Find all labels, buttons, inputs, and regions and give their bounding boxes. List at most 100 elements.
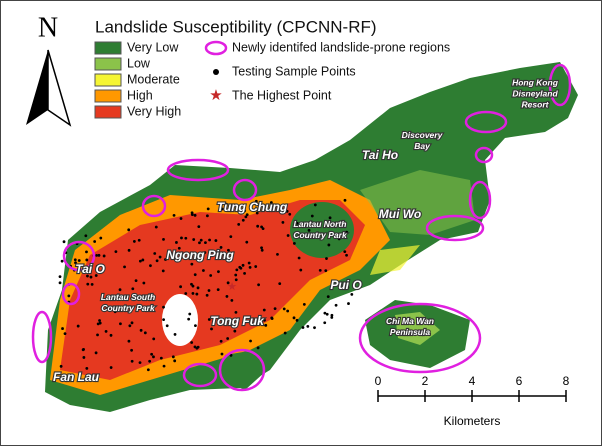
- sample-point: [313, 326, 316, 330]
- legend-dot: [213, 69, 219, 75]
- sample-point: [235, 268, 239, 272]
- sample-point: [141, 298, 145, 301]
- sample-point: [77, 259, 81, 262]
- sample-point: [204, 241, 207, 245]
- sample-point: [84, 234, 88, 238]
- sample-point: [158, 255, 162, 259]
- scale-bar: 0 2 4 6 8 Kilometers: [375, 374, 570, 428]
- sample-point: [61, 327, 64, 330]
- sample-point: [328, 216, 332, 220]
- sample-point: [254, 199, 258, 203]
- sample-point: [58, 275, 62, 278]
- north-label: N: [38, 12, 58, 43]
- sample-point: [263, 318, 266, 322]
- sample-point: [247, 261, 251, 265]
- sample-point: [282, 307, 286, 311]
- sample-point: [132, 240, 136, 243]
- sample-point: [310, 214, 314, 218]
- sample-point: [288, 212, 292, 216]
- sample-point: [198, 241, 201, 245]
- sample-point: [175, 241, 178, 244]
- place-label: Tung Chung: [217, 200, 288, 214]
- sample-point: [257, 283, 261, 287]
- sample-point: [285, 209, 289, 213]
- scale-tick-label: 8: [563, 374, 570, 388]
- sample-point: [193, 345, 197, 349]
- sample-point: [130, 359, 134, 363]
- island: [45, 62, 578, 412]
- sample-point: [109, 366, 113, 369]
- sample-point: [58, 281, 62, 285]
- sample-point: [162, 237, 165, 241]
- sample-point: [306, 324, 310, 328]
- sample-point: [118, 288, 122, 292]
- sample-point: [226, 281, 230, 285]
- sample-point: [260, 248, 264, 252]
- sample-point: [302, 303, 306, 306]
- sample-point: [154, 225, 158, 229]
- sample-point: [205, 293, 209, 297]
- sample-point: [227, 248, 230, 252]
- sample-point: [330, 316, 334, 319]
- legend-swatch: [94, 41, 122, 55]
- sample-point: [318, 269, 322, 272]
- sample-point: [233, 329, 237, 333]
- sample-point: [102, 254, 106, 258]
- sample-point: [326, 295, 330, 299]
- sample-point: [208, 238, 211, 242]
- sample-point: [127, 339, 131, 343]
- sample-point: [184, 236, 188, 240]
- sample-point: [152, 355, 155, 359]
- place-label: Pui O: [330, 278, 362, 292]
- sample-point: [60, 259, 64, 263]
- place-label: Bay: [414, 141, 431, 151]
- sample-point: [99, 236, 103, 240]
- sample-point: [149, 264, 152, 268]
- sample-point: [139, 328, 143, 332]
- place-label: Lantau South: [101, 292, 155, 302]
- place-label: Country Park: [293, 230, 348, 240]
- sample-point: [307, 228, 311, 232]
- sample-point: [219, 339, 223, 343]
- scale-tick-label: 2: [422, 374, 429, 388]
- legend-swatch: [94, 73, 122, 87]
- legend-label: Newly identifed landslide-prone regions: [232, 40, 450, 54]
- sample-point: [59, 364, 63, 368]
- sample-point: [225, 295, 229, 298]
- sample-point: [196, 345, 200, 349]
- sample-point: [209, 274, 213, 277]
- sample-point: [150, 352, 154, 356]
- sample-point: [89, 268, 92, 272]
- sample-point: [155, 259, 159, 263]
- sample-point: [241, 218, 245, 222]
- sample-point: [141, 258, 145, 262]
- sample-point: [325, 312, 329, 316]
- legend-label: Testing Sample Points: [232, 64, 356, 78]
- sample-point: [297, 256, 301, 260]
- sample-point: [130, 321, 134, 325]
- sample-point: [261, 227, 265, 231]
- sample-point: [243, 209, 247, 213]
- sample-point: [114, 250, 118, 254]
- sample-point: [301, 326, 305, 329]
- sample-point: [85, 250, 88, 254]
- place-label: Tai Ho: [362, 148, 398, 162]
- sample-point: [179, 217, 183, 220]
- sample-point: [173, 359, 177, 363]
- sample-point: [162, 305, 165, 309]
- legend-swatch: [94, 105, 122, 119]
- sample-point: [243, 271, 246, 275]
- sample-point: [203, 251, 207, 254]
- sample-point: [188, 312, 192, 316]
- sample-point: [292, 316, 296, 320]
- legend: Very Low Low Moderate High Very High ★ Newly i…: [94, 40, 450, 293]
- legend-swatch: [94, 89, 122, 103]
- sample-point: [143, 331, 147, 335]
- sample-point: [255, 211, 259, 215]
- sample-point: [190, 213, 194, 217]
- sample-point: [270, 316, 274, 320]
- sample-point: [292, 242, 296, 245]
- sample-point: [109, 333, 113, 337]
